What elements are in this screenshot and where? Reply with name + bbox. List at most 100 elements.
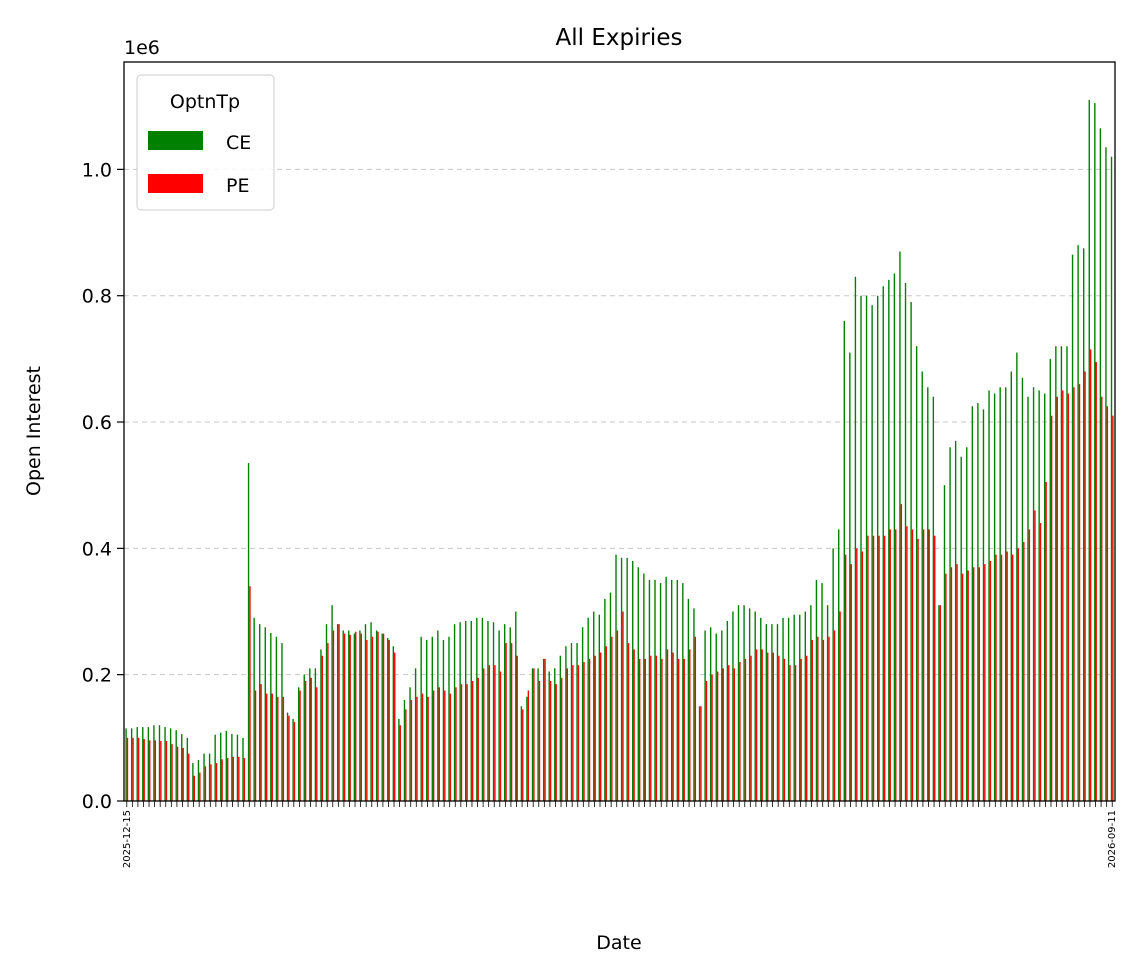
- bar-pe-5: [154, 740, 157, 801]
- bar-pe-164: [1039, 523, 1042, 801]
- bar-ce-90: [626, 557, 628, 801]
- bar-ce-32: [303, 674, 305, 801]
- bar-ce-71: [520, 706, 523, 801]
- bar-pe-171: [1078, 384, 1081, 801]
- bar-pe-44: [371, 636, 374, 801]
- bar-pe-149: [956, 564, 958, 801]
- bar-ce-24: [259, 624, 261, 801]
- bar-pe-49: [399, 725, 401, 801]
- bar-pe-75: [544, 658, 546, 801]
- bar-pe-101: [689, 649, 691, 801]
- bar-ce-130: [849, 352, 851, 801]
- bar-pe-16: [215, 763, 218, 801]
- bar-ce-20: [236, 734, 239, 801]
- bar-ce-70: [515, 611, 517, 801]
- bar-ce-154: [982, 409, 985, 801]
- bar-ce-79: [565, 646, 567, 801]
- bar-ce-44: [370, 622, 372, 801]
- bar-ce-120: [793, 614, 795, 801]
- bar-ce-135: [876, 295, 879, 801]
- bar-ce-1: [130, 728, 133, 801]
- bar-pe-69: [510, 643, 513, 801]
- bar-pe-72: [527, 690, 530, 801]
- bar-pe-29: [288, 715, 290, 801]
- bar-ce-145: [932, 396, 935, 801]
- bar-ce-21: [242, 737, 244, 801]
- bar-ce-25: [264, 627, 266, 801]
- bar-ce-139: [899, 251, 901, 802]
- bar-pe-146: [939, 605, 942, 801]
- bar-ce-124: [815, 579, 818, 801]
- bar-ce-9: [175, 730, 177, 801]
- bar-pe-175: [1101, 396, 1103, 801]
- bar-ce-54: [426, 639, 428, 801]
- bar-ce-161: [1021, 377, 1024, 801]
- bar-pe-104: [705, 680, 708, 801]
- bar-pe-46: [382, 633, 385, 801]
- bar-pe-168: [1062, 390, 1064, 801]
- bar-ce-175: [1099, 128, 1102, 801]
- bar-ce-6: [158, 725, 161, 801]
- bar-ce-89: [620, 557, 623, 801]
- bar-ce-42: [359, 630, 361, 801]
- bar-ce-52: [414, 668, 417, 801]
- bar-ce-96: [659, 583, 662, 801]
- bar-pe-107: [722, 668, 724, 801]
- bar-ce-121: [799, 614, 801, 801]
- bar-ce-117: [776, 624, 779, 801]
- bar-pe-57: [444, 690, 446, 801]
- bar-ce-8: [169, 728, 172, 801]
- bar-ce-158: [1005, 387, 1007, 801]
- bar-ce-73: [531, 668, 534, 801]
- bar-ce-163: [1032, 387, 1035, 801]
- bar-ce-48: [392, 646, 395, 801]
- bar-ce-88: [615, 554, 617, 801]
- x-tick-label-first: 2025-12-15: [122, 810, 133, 868]
- bar-ce-85: [598, 614, 601, 801]
- bar-pe-47: [388, 639, 390, 801]
- bar-ce-100: [682, 583, 684, 801]
- bar-pe-89: [622, 611, 624, 801]
- bar-pe-108: [728, 665, 730, 801]
- bar-pe-48: [394, 652, 396, 801]
- bar-pe-8: [171, 744, 173, 801]
- bar-pe-117: [778, 655, 780, 801]
- bar-ce-136: [882, 286, 884, 802]
- bar-ce-7: [164, 727, 166, 801]
- bar-pe-119: [789, 665, 791, 801]
- bar-ce-156: [993, 393, 996, 801]
- bar-pe-109: [733, 668, 736, 801]
- bar-ce-122: [804, 611, 807, 801]
- bar-ce-64: [481, 617, 484, 801]
- bar-ce-152: [971, 406, 974, 801]
- bar-pe-20: [238, 756, 240, 801]
- bars: [125, 99, 1114, 802]
- bar-pe-22: [249, 586, 251, 801]
- bar-ce-2: [136, 727, 138, 801]
- bar-ce-39: [342, 630, 344, 801]
- bar-pe-147: [945, 573, 947, 801]
- bar-ce-167: [1055, 346, 1057, 801]
- bar-ce-106: [715, 633, 717, 801]
- y-tick-label-3: 0.6: [82, 412, 112, 434]
- bar-ce-34: [314, 668, 317, 801]
- bar-ce-127: [832, 548, 834, 801]
- bar-pe-126: [828, 636, 830, 801]
- bar-ce-92: [637, 567, 639, 801]
- bar-ce-140: [904, 283, 907, 801]
- bar-ce-125: [821, 583, 823, 801]
- x-axis: 2025-12-15 2026-09-11: [122, 801, 1118, 868]
- bar-ce-86: [604, 598, 606, 801]
- bar-pe-118: [783, 658, 786, 801]
- bar-pe-81: [577, 665, 580, 801]
- bar-ce-68: [503, 624, 506, 801]
- bar-ce-62: [470, 620, 472, 801]
- bar-pe-172: [1084, 371, 1086, 801]
- bar-ce-176: [1105, 147, 1107, 801]
- x-axis-label: Date: [596, 932, 641, 954]
- bar-ce-91: [632, 560, 634, 801]
- bar-pe-173: [1089, 349, 1092, 801]
- bar-pe-27: [277, 696, 279, 801]
- bar-pe-159: [1012, 554, 1014, 801]
- bar-pe-124: [817, 636, 819, 801]
